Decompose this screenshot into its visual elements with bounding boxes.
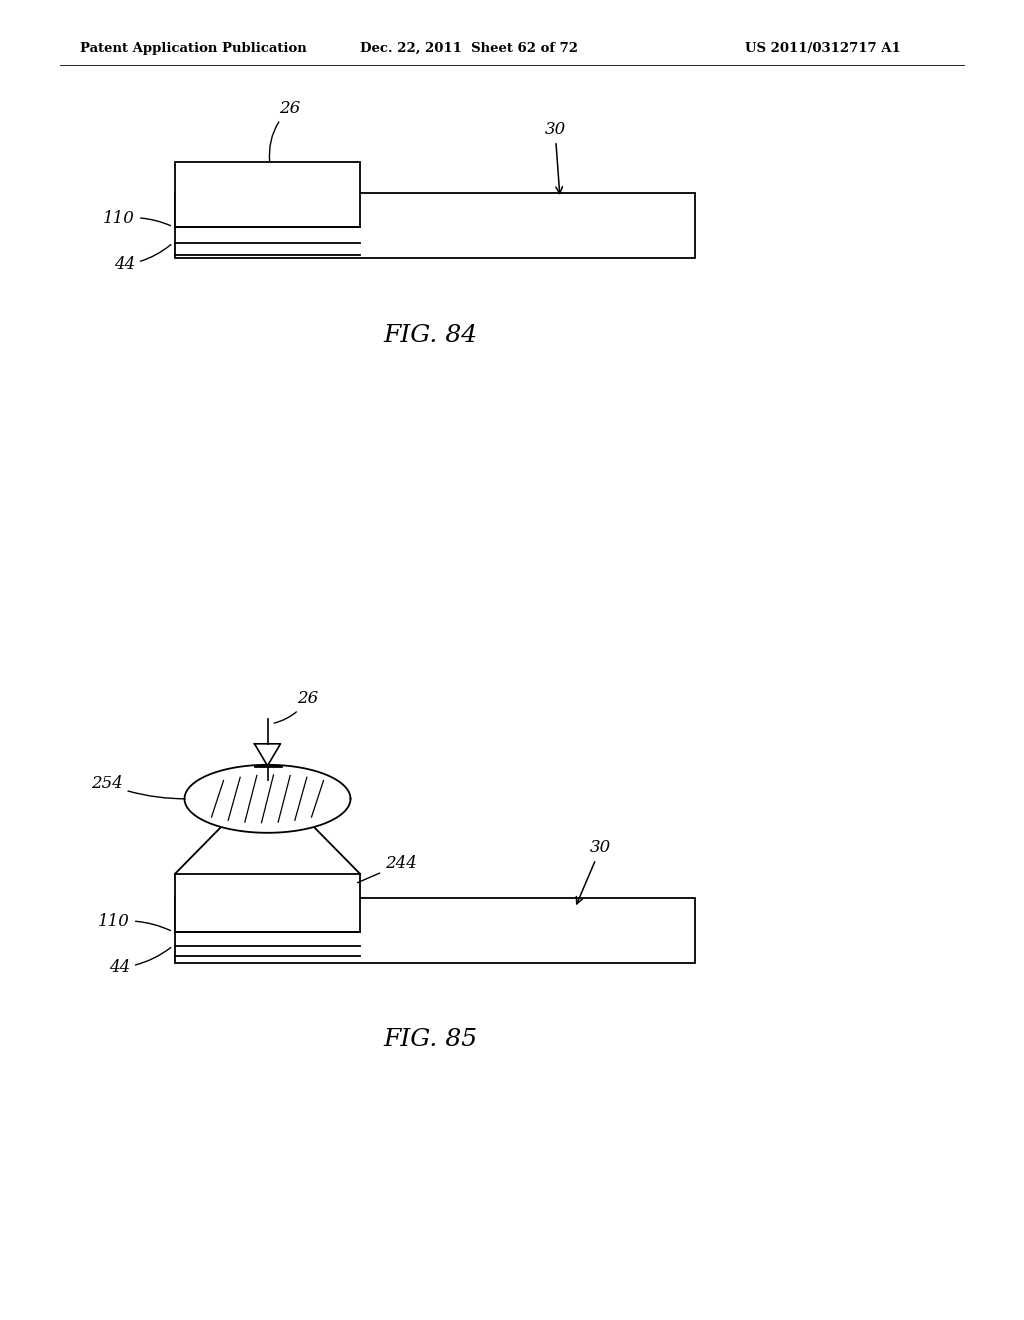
Polygon shape xyxy=(184,764,350,833)
Text: Dec. 22, 2011  Sheet 62 of 72: Dec. 22, 2011 Sheet 62 of 72 xyxy=(360,42,578,55)
Text: 244: 244 xyxy=(357,855,417,883)
Text: FIG. 84: FIG. 84 xyxy=(383,323,477,346)
Text: US 2011/0312717 A1: US 2011/0312717 A1 xyxy=(745,42,901,55)
Text: 110: 110 xyxy=(98,913,171,931)
Text: 44: 44 xyxy=(114,244,171,273)
Bar xyxy=(175,193,695,257)
Text: 254: 254 xyxy=(91,775,186,799)
Text: 44: 44 xyxy=(109,948,171,977)
Text: 30: 30 xyxy=(577,840,611,904)
Bar xyxy=(175,162,360,227)
Text: Patent Application Publication: Patent Application Publication xyxy=(80,42,307,55)
Text: 26: 26 xyxy=(269,100,301,162)
Bar xyxy=(175,874,360,932)
Text: 30: 30 xyxy=(545,121,565,194)
Text: FIG. 85: FIG. 85 xyxy=(383,1028,477,1052)
Bar xyxy=(175,898,695,964)
Text: 110: 110 xyxy=(103,210,170,227)
Text: 26: 26 xyxy=(274,690,318,723)
